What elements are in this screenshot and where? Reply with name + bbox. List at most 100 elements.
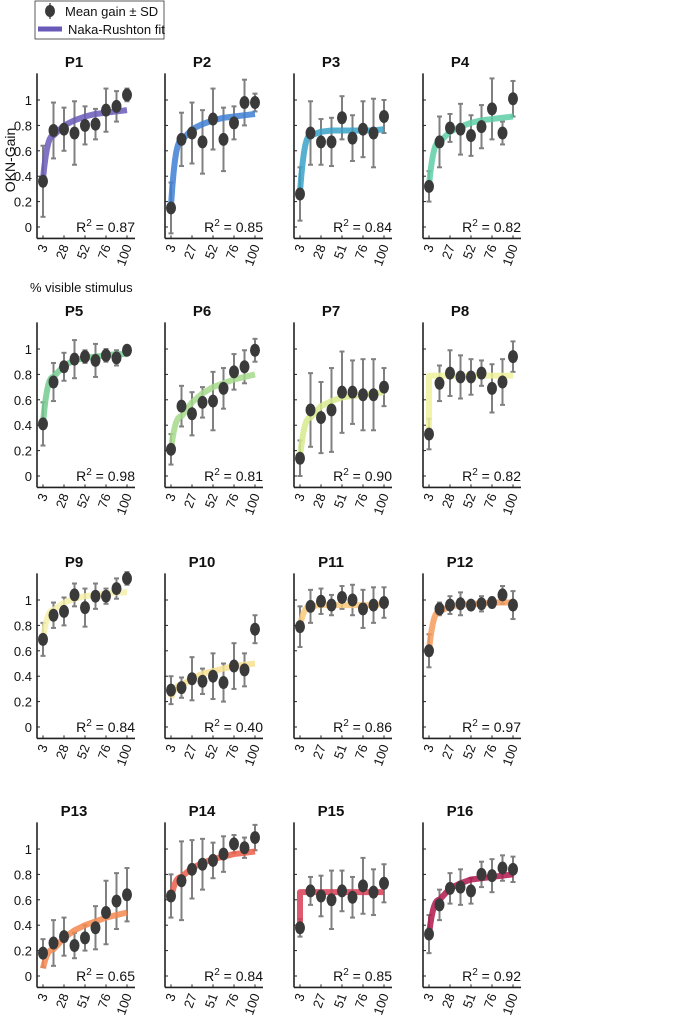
- mean-point: [337, 111, 347, 125]
- x-tick-label: 28: [53, 742, 72, 761]
- mean-point: [326, 403, 337, 417]
- x-tick-label: 51: [74, 991, 93, 1010]
- x-tick-label: 76: [223, 991, 242, 1010]
- mean-point: [229, 837, 239, 851]
- x-tick-label: 51: [331, 991, 350, 1010]
- x-tick-label: 3: [162, 491, 179, 503]
- y-tick-label: 0.2: [14, 695, 32, 710]
- x-tick-label: 27: [181, 491, 200, 510]
- mean-point: [466, 370, 476, 384]
- fit-curve: [168, 371, 256, 450]
- y-tick-label: 0: [25, 969, 32, 984]
- mean-point: [445, 121, 455, 135]
- y-tick-label: 0.8: [14, 367, 32, 382]
- r-squared-value: = 0.85: [220, 219, 263, 235]
- mean-point: [305, 884, 316, 898]
- mean-point: [166, 683, 176, 697]
- mean-point: [197, 135, 208, 149]
- mean-point: [187, 862, 197, 876]
- x-tick-label: 76: [481, 242, 500, 261]
- mean-point: [358, 879, 368, 893]
- mean-point: [208, 394, 218, 408]
- x-tick-label: 76: [95, 742, 114, 761]
- x-tick-label: 76: [95, 242, 114, 261]
- x-tick-label: 27: [310, 742, 329, 761]
- mean-point: [445, 598, 455, 612]
- x-tick-label: 52: [74, 491, 93, 510]
- panel-p7: P7 3 28 51 76 100 R2 = 0.90: [291, 303, 392, 517]
- x-tick-label: 3: [420, 491, 437, 503]
- r-squared-exponent: 2: [86, 218, 92, 229]
- mean-point: [424, 427, 434, 441]
- x-tick-label: 76: [95, 991, 114, 1010]
- x-tick-label: 51: [331, 242, 350, 261]
- y-tick-label: 0.6: [14, 893, 32, 908]
- mean-point: [487, 381, 497, 395]
- fit-curve: [297, 389, 385, 458]
- mean-point: [487, 596, 497, 610]
- panel-title: P12: [447, 554, 474, 571]
- r-squared-symbol: R: [333, 468, 343, 484]
- r-squared-label: R2 = 0.40: [204, 718, 263, 735]
- x-tick-label: 76: [352, 491, 371, 510]
- mean-point: [305, 126, 316, 140]
- x-tick-label: 100: [241, 991, 263, 1017]
- r-squared-label: R2 = 0.82: [462, 467, 521, 484]
- mean-point: [368, 598, 379, 612]
- x-tick-label: 27: [439, 742, 458, 761]
- panel-title: P9: [65, 554, 83, 571]
- y-tick-label: 0.8: [14, 867, 32, 882]
- mean-point: [187, 672, 197, 686]
- y-tick-label: 1: [25, 593, 32, 608]
- r-squared-label: R2 = 0.92: [462, 967, 521, 984]
- y-tick-label: 0: [25, 720, 32, 735]
- r-squared-value: = 0.82: [478, 219, 521, 235]
- r-squared-label: R2 = 0.90: [333, 467, 392, 484]
- x-tick-label: 52: [202, 491, 221, 510]
- y-tick-label: 0.2: [14, 195, 32, 210]
- r-squared-value: = 0.84: [349, 219, 392, 235]
- mean-point: [197, 395, 208, 409]
- mean-point: [337, 590, 347, 604]
- x-tick-label: 27: [439, 242, 458, 261]
- mean-point: [250, 96, 260, 110]
- mean-point: [358, 388, 368, 402]
- panel-title: P15: [318, 803, 345, 820]
- x-tick-label: 3: [291, 991, 308, 1003]
- mean-point: [218, 132, 229, 146]
- x-tick-label: 100: [370, 242, 392, 268]
- mean-point: [368, 126, 379, 140]
- r-squared-exponent: 2: [86, 967, 92, 978]
- x-tick-label: 76: [223, 742, 242, 761]
- x-tick-label: 28: [439, 491, 458, 510]
- mean-point: [476, 867, 487, 881]
- mean-point: [368, 885, 379, 899]
- panel-p1: P1 0 0.2 0.4 0.6 0.8 1 3 28 52 76 100 R2 = 0.87: [14, 54, 135, 268]
- r-squared-exponent: 2: [343, 718, 349, 729]
- y-tick-label: 0.6: [14, 644, 32, 659]
- legend-label-mean: Mean gain ± SD: [65, 4, 158, 19]
- x-tick-label: 100: [499, 491, 521, 517]
- mean-point: [497, 126, 508, 140]
- x-tick-label: 3: [34, 491, 51, 503]
- panel-title: P5: [65, 303, 83, 320]
- mean-point: [48, 936, 59, 950]
- x-tick-label: 52: [74, 242, 93, 261]
- r-squared-symbol: R: [204, 468, 214, 484]
- mean-point: [305, 403, 316, 417]
- r-squared-symbol: R: [204, 968, 214, 984]
- mean-point: [424, 927, 434, 941]
- legend-dot-marker: [45, 5, 55, 17]
- r-squared-label: R2 = 0.81: [204, 467, 263, 484]
- mean-point: [305, 599, 316, 613]
- x-tick-label: 76: [481, 491, 500, 510]
- x-tick-label: 100: [499, 742, 521, 768]
- r-squared-exponent: 2: [472, 967, 478, 978]
- x-tick-label: 51: [202, 991, 221, 1010]
- r-squared-exponent: 2: [472, 467, 478, 478]
- mean-point: [229, 116, 239, 130]
- mean-point: [208, 112, 218, 126]
- x-tick-label: 3: [34, 242, 51, 254]
- x-tick-label: 28: [53, 242, 72, 261]
